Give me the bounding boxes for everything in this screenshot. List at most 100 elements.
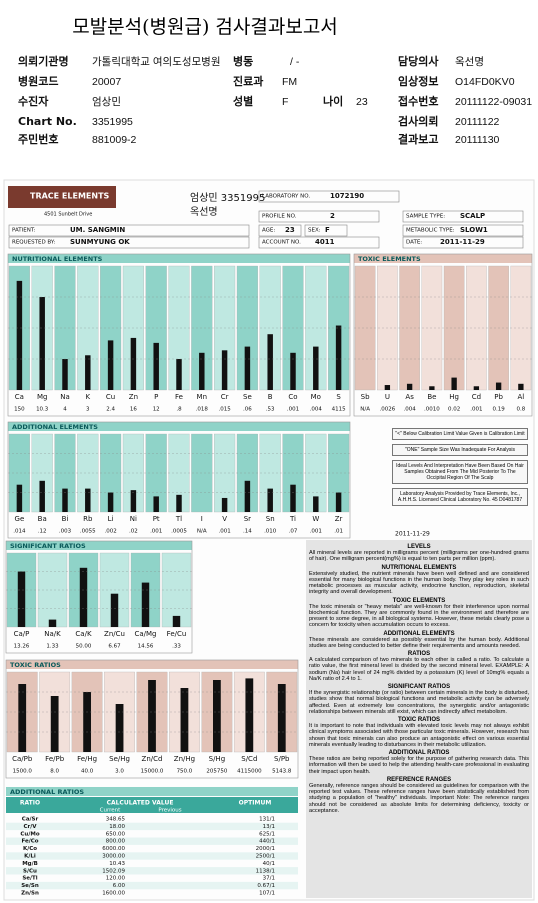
element-name: Se/Hg [109, 755, 130, 763]
field-label: 진료과 [233, 74, 263, 88]
ratio-optimum: 37/1 [263, 876, 275, 882]
element-name: Ti [289, 515, 296, 523]
bar [267, 334, 273, 390]
panel-title-bar [8, 422, 350, 431]
element-value: 16 [130, 407, 137, 413]
element-value: 0.19 [493, 407, 506, 413]
report-field-label: REQUESTED BY: [12, 240, 56, 246]
ratio-optimum: 131/1 [259, 817, 275, 823]
element-name: Cu [106, 393, 115, 401]
element-name: V [222, 515, 227, 523]
element-name: Li [108, 515, 114, 523]
element-name: As [405, 393, 414, 401]
field-value: 881009-2 [92, 134, 137, 146]
element-value: .0010 [424, 407, 440, 413]
field-label: 결과보고 [398, 132, 438, 146]
element-value: 0.8 [517, 407, 526, 413]
bar [62, 359, 68, 390]
element-value: .014 [13, 529, 26, 535]
element-value: .001 [470, 407, 482, 413]
bar [199, 352, 205, 390]
panel-frame [5, 659, 299, 779]
bar [221, 497, 228, 512]
bar [141, 582, 150, 627]
element-value: .001 [310, 529, 322, 535]
report-field-label: METABOLIC TYPE: [406, 228, 455, 234]
element-value: .01 [334, 529, 343, 535]
element-value: 750.0 [177, 769, 193, 775]
bar [244, 346, 251, 390]
bar [244, 480, 251, 512]
element-name: Ca/P [14, 630, 30, 638]
report-field-value: 4011 [315, 238, 335, 246]
note-heading: REFERENCE RANGES [386, 776, 452, 783]
field-label: 수진자 [18, 94, 49, 108]
element-name: Sn [266, 515, 275, 523]
element-value: .06 [243, 407, 252, 413]
element-value: N/A [197, 529, 207, 535]
panel-frame [5, 540, 193, 654]
element-value: .14 [243, 529, 252, 535]
bar [335, 492, 342, 512]
element-value: .004 [310, 407, 323, 413]
element-value: .33 [172, 644, 181, 650]
element-name: Sb [361, 393, 370, 401]
ratio-optimum: 13/1 [263, 824, 275, 830]
field-value: 옥선명 [455, 56, 484, 68]
field-value: 23 [356, 96, 368, 108]
report-field-value: SUNMYUNG OK [70, 238, 130, 246]
element-value: .02 [129, 529, 138, 535]
element-name: P [154, 393, 158, 401]
element-name: Fe/Hg [77, 755, 97, 763]
bar [130, 490, 137, 512]
element-name: Al [518, 393, 525, 401]
element-name: I [201, 515, 203, 523]
report-field-label: SEX: [308, 228, 321, 234]
ratio-name: K/Li [24, 854, 36, 860]
field-box [258, 236, 380, 249]
bar [290, 352, 296, 390]
element-value: .0055 [80, 529, 96, 535]
bar [48, 619, 57, 627]
row-band [6, 881, 298, 890]
ratio-optimum: 107/1 [259, 891, 275, 897]
element-name: K [86, 393, 91, 401]
ratio-current: 6000.00 [102, 846, 125, 852]
element-value: .12 [38, 529, 47, 535]
legend-note: "<" Below Calibration Limit Value Given … [392, 428, 528, 440]
report-field-value: SLOW1 [460, 226, 488, 234]
element-name: Ca/K [75, 630, 92, 638]
element-value: 5143.8 [272, 769, 292, 775]
element-value: 10.3 [36, 407, 49, 413]
note-text: The toxic minerals or "heavy metals" are… [309, 603, 529, 629]
field-value: 20111122-09031 [455, 96, 532, 108]
logo-address: 4501 Sunbelt Drive [44, 212, 92, 218]
element-name: Zn [129, 393, 138, 401]
ratio-name: Zn/Sn [21, 891, 39, 897]
report-field-label: PATIENT: [12, 228, 36, 234]
panel-frame [7, 253, 351, 417]
element-value: .0026 [380, 407, 396, 413]
field-value: / - [290, 56, 300, 68]
element-name: Fe/Pb [45, 755, 65, 763]
element-name: Ca/Pb [12, 755, 33, 763]
ratio-name: Se/Sn [21, 883, 39, 889]
element-value: 4 [63, 407, 67, 413]
element-value: 6.67 [108, 644, 121, 650]
ratio-optimum: 40/1 [263, 861, 275, 867]
note-text: A calculated comparison of two minerals … [309, 657, 529, 682]
bar [406, 383, 413, 390]
logo-text: TRACE ELEMENTS [30, 192, 110, 201]
field-label: 의뢰기관명 [18, 54, 69, 68]
bar [148, 680, 156, 752]
bar [451, 377, 457, 390]
ratio-name: Cr/V [23, 824, 37, 830]
field-box [258, 190, 400, 203]
field-box [258, 224, 302, 237]
bar [130, 337, 137, 390]
bar [176, 494, 182, 512]
logo-box [8, 186, 116, 208]
note-heading: NUTRITIONAL ELEMENTS [381, 564, 457, 571]
report-field-label: AGE: [262, 228, 275, 234]
note-text: It is important to note that individuals… [309, 723, 529, 748]
